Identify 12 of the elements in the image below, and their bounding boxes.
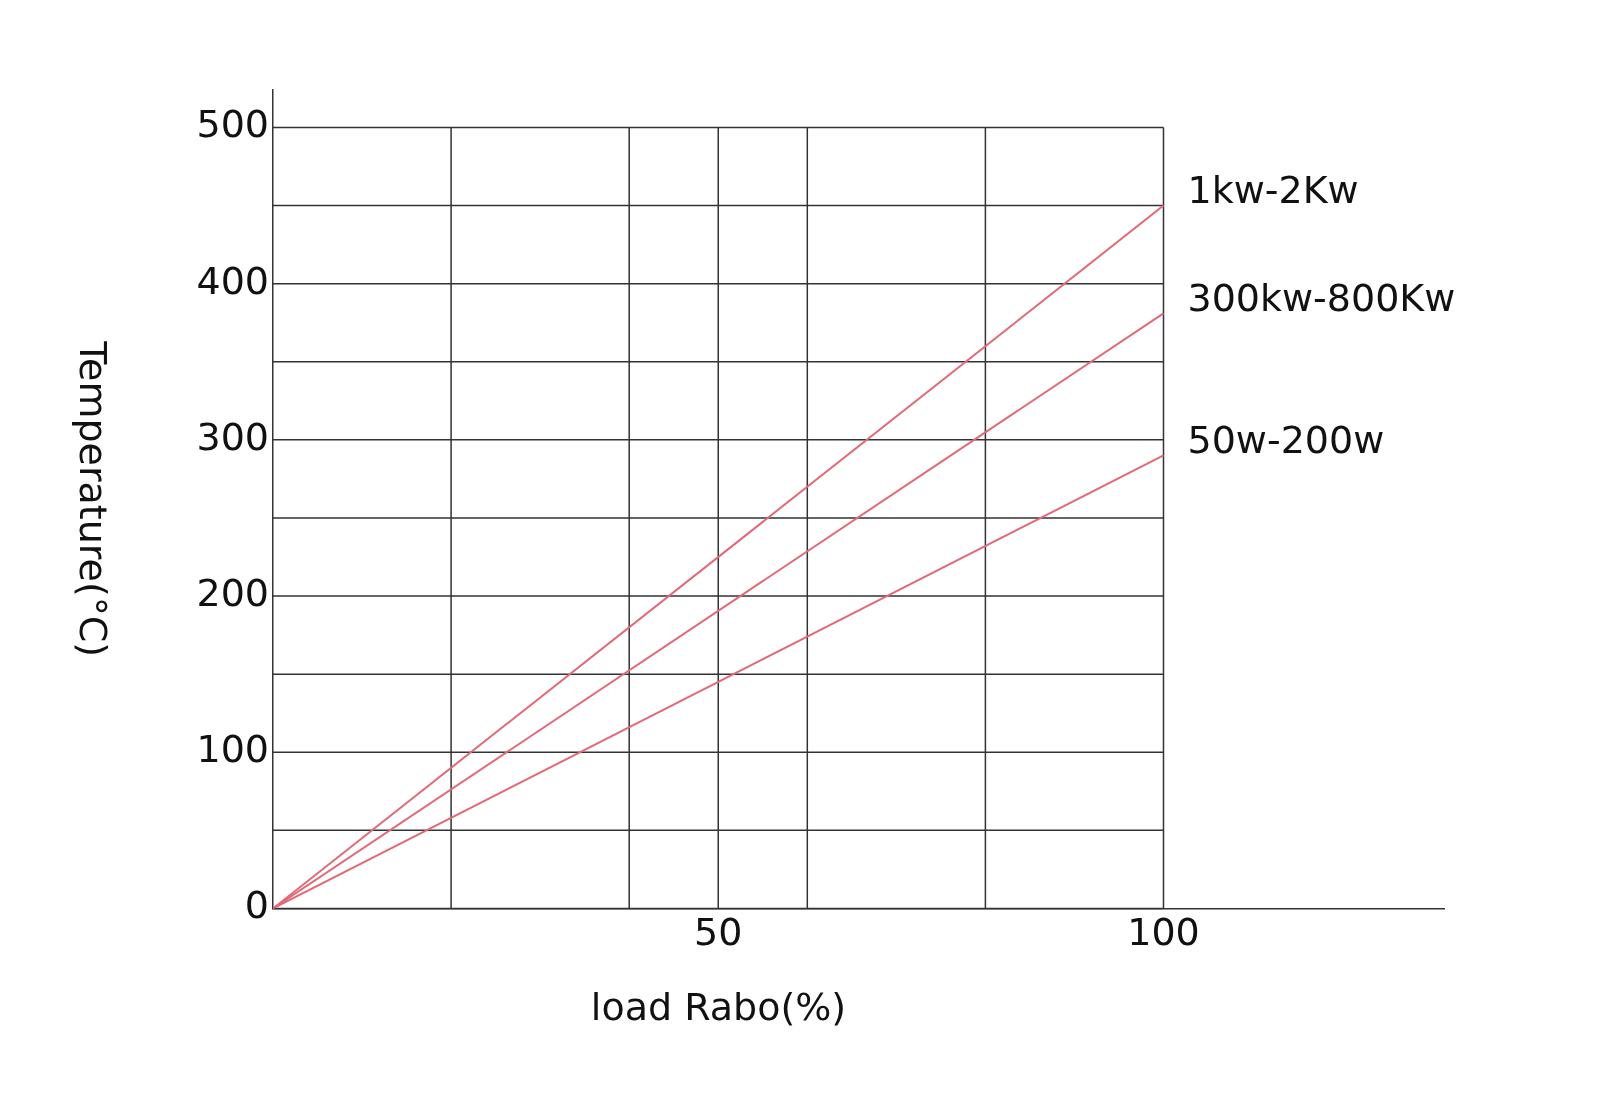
x-axis-title: load Rabo(%) <box>590 984 847 1029</box>
y-tick-label: 400 <box>196 258 269 303</box>
series-label: 300kw-800Kw <box>1187 276 1456 321</box>
y-axis-title: Temperature(°C) <box>71 340 116 658</box>
x-tick-label: 50 <box>694 910 743 955</box>
series-label: 50w-200w <box>1187 418 1385 463</box>
series-label: 1kw-2Kw <box>1187 168 1359 213</box>
y-tick-label: 0 <box>244 883 269 928</box>
y-tick-label: 300 <box>196 414 269 459</box>
y-tick-label: 500 <box>196 102 269 147</box>
y-tick-label: 200 <box>196 570 269 615</box>
y-tick-label: 100 <box>196 727 269 772</box>
